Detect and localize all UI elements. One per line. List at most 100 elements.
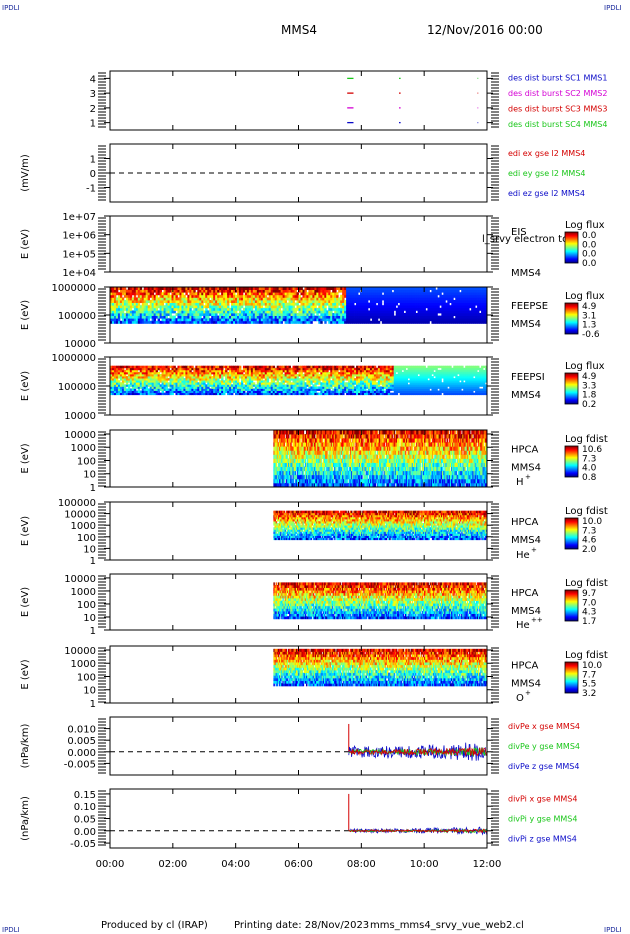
y-tick-label: 1 [90,699,96,710]
y-tick-label: 0.15 [74,790,96,801]
y-tick-label: 1 [90,483,96,494]
colorbar-tick-label: 4.9 [582,302,597,312]
y-tick-label: 1 [90,155,96,166]
y-tick-label: -0.005 [64,759,96,770]
y-tick-label: 1 [90,556,96,567]
x-tick-label: 04:00 [221,859,250,870]
y-tick-label: 10 [83,470,96,481]
colorbar-tick-label: 10.0 [582,517,602,527]
instrument-spacecraft: MMS4 [511,390,541,401]
y-tick-label: 1000 [71,659,96,670]
corner-label-top-right: IPDLI [604,4,622,12]
species-label: He [516,620,530,631]
colorbar-tick-label: 7.3 [582,454,596,464]
colorbar-tick-label: 4.6 [582,536,597,546]
minor-ticks [98,790,499,846]
y-tick-label: 0.05 [74,815,96,826]
y-tick-label: 4 [90,74,96,85]
colorbar-tick-label: 1.7 [582,617,596,627]
colorbar-tick-label: 4.3 [582,608,596,618]
y-axis-label: E (eV) [20,300,31,330]
y-tick-label: 1000 [71,587,96,598]
y-axis-label: (nPa/km) [20,724,31,769]
colorbar-tick-label: 5.5 [582,680,596,690]
y-tick-label: 0 [90,169,96,180]
spectrogram [110,287,488,324]
minor-ticks [98,358,499,414]
colorbar-tick-label: 2.0 [582,545,597,555]
y-tick-label: 0.10 [74,802,96,813]
x-tick-label: 08:00 [347,859,376,870]
series-red [348,746,488,757]
instrument-label: FEEPSE [511,301,548,312]
minor-ticks [98,288,499,341]
species-charge: + [525,689,531,697]
y-tick-label: 10000 [64,510,96,521]
legend-entry: divPi y gse MMS4 [508,815,577,824]
y-tick-label: 1000 [71,521,96,532]
colorbar-tick-label: 1.8 [582,391,597,401]
instrument-spacecraft: MMS4 [511,463,541,474]
colorbar-tick-label: 7.7 [582,670,596,680]
spectrogram [273,582,488,620]
panel-frame [109,716,488,776]
corner-label-bottom-right: IPDLI [604,926,622,934]
colorbar-tick-label: 0.2 [582,400,596,410]
y-axis-label: E (eV) [20,516,31,546]
instrument-spacecraft: MMS4 [511,679,541,690]
x-tick-label: 12:00 [473,859,502,870]
legend-entry: divPi z gse MMS4 [508,835,577,844]
y-tick-label: 100 [77,672,96,683]
y-axis-label: (nPa/km) [20,796,31,841]
y-axis-label: E (eV) [20,229,31,259]
x-tick-label: 10:00 [410,859,439,870]
y-tick-label: 10 [83,544,96,555]
colorbar [564,372,579,405]
colorbar-tick-label: 10.0 [582,661,602,671]
y-tick-label: 10000 [64,646,96,657]
legend-entry: divPi x gse MMS4 [508,795,577,804]
instrument-label: HPCA [511,588,539,599]
instrument-label: EIS [511,227,527,238]
legend-entry: divPe z gse MMS4 [508,762,579,771]
y-axis-label: E (eV) [20,371,31,401]
spectrogram [273,648,488,687]
colorbar [564,445,579,478]
instrument-label: HPCA [511,661,539,672]
colorbar-tick-label: 0.8 [582,473,597,483]
y-tick-label: 1000000 [51,353,96,364]
instrument-spacecraft: MMS4 [511,268,541,279]
overlay-label: l_srvy electron to [482,234,568,245]
colorbar-tick-label: 0.0 [582,240,597,250]
series-red [348,828,488,834]
spectrogram [110,365,488,396]
colorbar-tick-label: 0.0 [582,231,597,241]
species-label: O [516,693,524,704]
colorbar-title: Log flux [565,220,605,231]
series-blue [348,742,487,761]
spectrogram [273,430,488,488]
y-tick-label: 10000 [64,430,96,441]
y-tick-label: 1e+05 [62,249,96,260]
instrument-spacecraft: MMS4 [511,535,541,546]
y-tick-label: 100 [77,533,96,544]
corner-label-bottom-left: IPDLI [2,926,20,934]
legend-entry: des dist burst SC1 MMS1 [508,73,607,82]
legend-entry: des dist burst SC2 MMS2 [508,89,607,98]
species-charge: + [525,473,531,481]
y-tick-label: 100000 [58,382,96,393]
minor-ticks [98,72,499,128]
y-tick-label: -1 [86,184,96,195]
colorbar-tick-label: 3.2 [582,689,596,699]
minor-ticks [98,718,499,774]
produced-by: Produced by cl (IRAP) [101,920,208,931]
y-tick-label: 1e+07 [62,212,96,223]
y-tick-label: 0.00 [74,827,96,838]
y-tick-label: -0.05 [70,839,96,850]
instrument-spacecraft: MMS4 [511,606,541,617]
x-tick-label: 02:00 [158,859,187,870]
panel-frame [109,788,488,849]
colorbar [564,661,579,694]
minor-ticks [98,431,499,487]
